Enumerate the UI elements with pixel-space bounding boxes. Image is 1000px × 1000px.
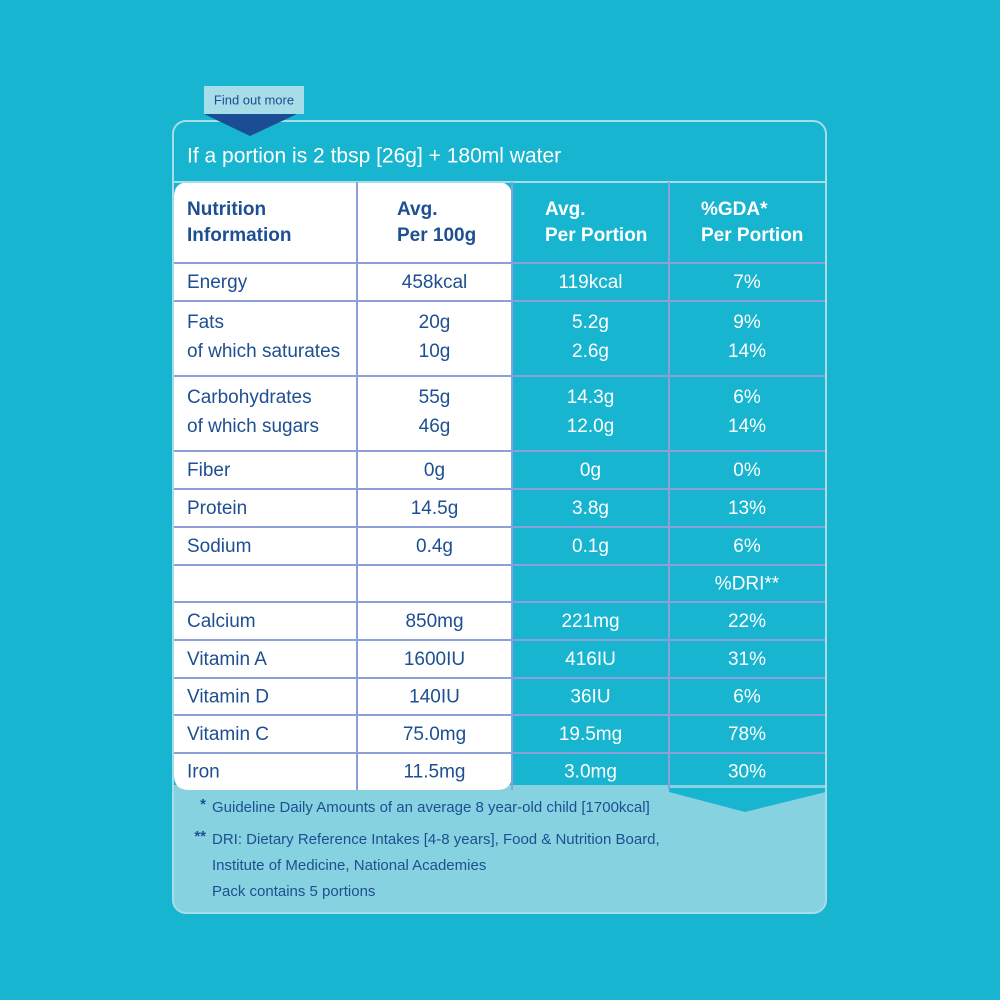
table-cell: 20g — [419, 312, 451, 333]
table-cell: 11.5mg — [404, 762, 466, 783]
header-cell: Avg. — [397, 199, 437, 220]
table-cell: 36IU — [570, 687, 610, 708]
footer-area — [173, 785, 826, 913]
header-cell: Per 100g — [397, 225, 476, 246]
footnote-text: Guideline Daily Amounts of an average 8 … — [212, 799, 650, 816]
table-cell: 12.0g — [567, 416, 615, 437]
table-cell: 14.5g — [411, 498, 459, 519]
table-cell: 10g — [419, 341, 451, 362]
table-cell: Carbohydrates — [187, 387, 312, 408]
table-cell: 6% — [733, 536, 761, 557]
table-cell: Vitamin C — [187, 724, 269, 745]
footnote-text: Institute of Medicine, National Academie… — [212, 857, 486, 874]
footnote-mark: * — [200, 796, 206, 813]
table-cell: 458kcal — [402, 272, 468, 293]
table-cell: 7% — [733, 272, 761, 293]
table-cell: 2.6g — [572, 341, 609, 362]
table-cell: Vitamin A — [187, 649, 267, 670]
table-cell: 75.0mg — [403, 724, 466, 745]
table-cell: 22% — [728, 611, 766, 632]
header-cell: Per Portion — [701, 225, 803, 246]
table-cell: 14.3g — [567, 387, 615, 408]
table-cell: 0g — [580, 460, 601, 481]
table-cell: 0.1g — [572, 536, 609, 557]
header-cell: Avg. — [545, 199, 585, 220]
table-cell: 13% — [728, 498, 766, 519]
table-cell: 6% — [733, 387, 761, 408]
footnote-text: DRI: Dietary Reference Intakes [4-8 year… — [212, 831, 660, 848]
footnote-text: Pack contains 5 portions — [212, 883, 375, 900]
table-cell: of which sugars — [187, 416, 319, 437]
table-cell: 1600IU — [404, 649, 465, 670]
title: If a portion is 2 tbsp [26g] + 180ml wat… — [187, 145, 561, 168]
table-cell: 31% — [728, 649, 766, 670]
tab-arrow — [204, 114, 297, 136]
table-cell: 416IU — [565, 649, 616, 670]
table-cell: 78% — [728, 724, 766, 745]
table-cell: Fats — [187, 312, 224, 333]
header-cell: %GDA* — [701, 199, 768, 220]
white-columns — [174, 182, 512, 790]
table-cell: Calcium — [187, 611, 256, 632]
table-cell: 850mg — [405, 611, 463, 632]
footnote-mark: ** — [194, 828, 206, 845]
table-cell: 3.8g — [572, 498, 609, 519]
table-cell: Energy — [187, 272, 248, 293]
table-cell: of which saturates — [187, 341, 340, 362]
table-cell: Fiber — [187, 460, 231, 481]
panel-border — [172, 120, 827, 914]
table-cell: 0% — [733, 460, 761, 481]
table-cell: 55g — [419, 387, 451, 408]
table-cell: 14% — [728, 416, 766, 437]
table-cell: 14% — [728, 341, 766, 362]
table-cell: 19.5mg — [559, 724, 622, 745]
table-cell: 30% — [728, 762, 766, 783]
table-cell: Vitamin D — [187, 687, 269, 708]
table-cell: 5.2g — [572, 312, 609, 333]
table-cell: 6% — [733, 687, 761, 708]
table-cell: Sodium — [187, 536, 251, 557]
table-cell: Protein — [187, 498, 247, 519]
header-cell: Information — [187, 225, 292, 246]
table-cell: 221mg — [561, 611, 619, 632]
table-cell: %DRI** — [715, 574, 780, 595]
table-cell: 46g — [419, 416, 451, 437]
table-cell: Iron — [187, 762, 220, 783]
tab[interactable] — [204, 86, 304, 114]
chevron — [669, 788, 826, 812]
table-cell: 0g — [424, 460, 445, 481]
header-cell: Nutrition — [187, 199, 266, 220]
table-cell: 9% — [733, 312, 761, 333]
table-cell: 0.4g — [416, 536, 453, 557]
table-cell: 3.0mg — [564, 762, 617, 783]
table-cell: 119kcal — [558, 272, 622, 293]
tab-label[interactable]: Find out more — [214, 92, 294, 107]
table-cell: 140IU — [409, 687, 460, 708]
header-cell: Per Portion — [545, 225, 647, 246]
